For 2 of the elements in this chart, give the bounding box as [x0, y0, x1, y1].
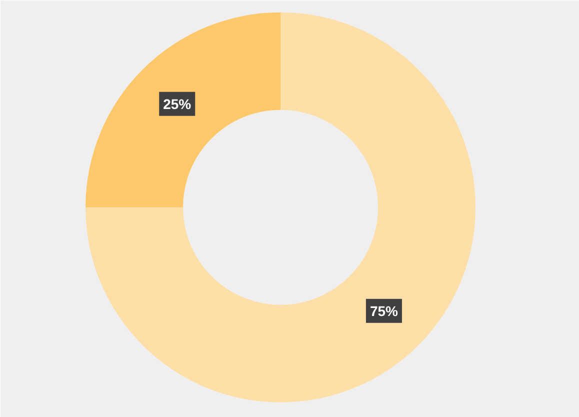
data-label: 25% [163, 96, 192, 112]
data-label: 75% [370, 302, 399, 319]
